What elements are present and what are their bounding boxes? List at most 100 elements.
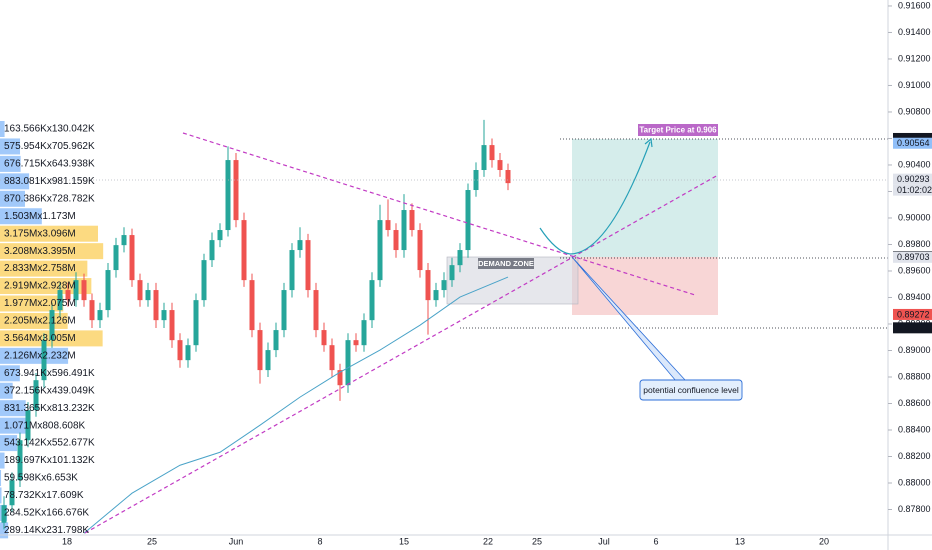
candle-body [489,145,495,161]
candle-body [329,345,335,371]
x-tick-label: 6 [653,536,658,546]
volume-bar [0,138,21,155]
candle-body [225,160,231,231]
volume-bar [0,452,5,469]
candle-body [201,260,207,301]
volume-bar [0,208,42,225]
candle-body [505,170,511,184]
candle-body [353,340,359,346]
candle-body [433,290,439,301]
candle-body [113,245,119,271]
candle-body [281,290,287,331]
candle-body [257,330,263,371]
volume-label: 372.156Kx439.049K [4,385,95,396]
price-badge-label: 0.90293 [897,174,930,184]
candle-body [193,300,199,346]
volume-label: 3.564Mx3.005M [4,333,76,344]
trendline [182,132,696,296]
volume-bar [0,225,98,242]
candle-body [273,330,279,351]
volume-bar [0,400,26,417]
volume-label: 284.52Kx166.676K [4,508,89,519]
x-tick-label: 18 [62,536,72,546]
x-tick-label: 8 [317,536,322,546]
candle-body [425,270,431,301]
volume-bar [0,295,64,312]
candle-body [65,290,71,301]
candle-body [185,345,191,361]
candle-body [41,340,47,381]
volume-bar [0,435,18,452]
volume-label: 1.503Mx1.173M [4,211,76,222]
target-label: Target Price at 0.906 [639,126,717,135]
candle-body [385,220,391,231]
y-tick-label: 0.88600 [898,398,931,408]
candle-body [441,280,447,291]
volume-label: 2.126Mx2.232M [4,350,76,361]
countdown-badge [893,184,932,196]
candle-body [265,350,271,371]
y-tick-label: 0.91400 [898,27,931,37]
candle-body [249,280,255,331]
candle-body [81,280,87,301]
price-badge [893,173,932,185]
candle-body [137,280,143,301]
volume-bar [0,382,13,399]
candle-body [417,230,423,271]
candle-body [73,280,79,301]
volume-bar [0,470,2,486]
volume-bar [0,365,20,382]
candle-body [337,370,343,386]
x-tick-label: Jul [598,536,610,546]
demand-label: DEMAND ZONE [478,259,534,268]
candle-body [177,340,183,361]
candle-body [33,380,39,411]
overlay: potential confluence level Target Price … [0,124,888,536]
candle-body [233,160,239,221]
y-tick-label: 0.89400 [898,292,931,302]
volume-bar [0,243,104,260]
candle-body [121,235,127,246]
volume-label: 673.941Kx596.491K [4,368,95,379]
candle-body [401,210,407,251]
volume-label: 289.14Kx231.798K [4,525,89,536]
price-badge [893,322,932,334]
y-tick-label: 0.90000 [898,212,931,222]
candle-body [449,265,455,281]
candle-body [17,440,23,481]
volume-label: 883.081Kx981.159K [4,176,95,187]
price-badge-label: 0.89272 [897,309,930,319]
x-tick-label: 25 [147,536,157,546]
target-label-box [638,124,718,136]
y-tick-label: 0.89600 [898,265,931,275]
volume-label: 543.142Kx552.677K [4,438,95,449]
candle-body [313,290,319,331]
y-tick-label: 0.88800 [898,371,931,381]
demand-label-box [478,258,534,269]
candle-body [457,250,463,266]
y-tick-label: 0.88200 [898,451,931,461]
candle-body [161,310,167,321]
y-tick-label: 0.87800 [898,504,931,514]
volume-label: 2.919Mx2.928M [4,281,76,292]
candle-body [409,210,415,231]
projection-arrow [539,141,651,255]
candle-body [481,145,487,171]
volume-bar [0,190,25,207]
candle-body [97,310,103,321]
candle-body [9,480,15,506]
candle-body [289,250,295,291]
price-badge-label: 0.89171 [897,323,930,333]
volume-label: 2.833Mx2.758M [4,263,76,274]
volume-bar [0,278,92,295]
callout-text: potential confluence level [643,385,739,395]
candle-body [345,340,351,386]
candle-body [297,240,303,251]
volume-label: 2.205Mx2.126M [4,316,76,327]
volume-bar [0,155,21,172]
volume-label: 59.598Kx6.653K [4,473,78,484]
volume-label: 3.208Mx3.395M [4,246,76,257]
y-tick-label: 0.89800 [898,239,931,249]
x-tick-label: 25 [532,536,542,546]
